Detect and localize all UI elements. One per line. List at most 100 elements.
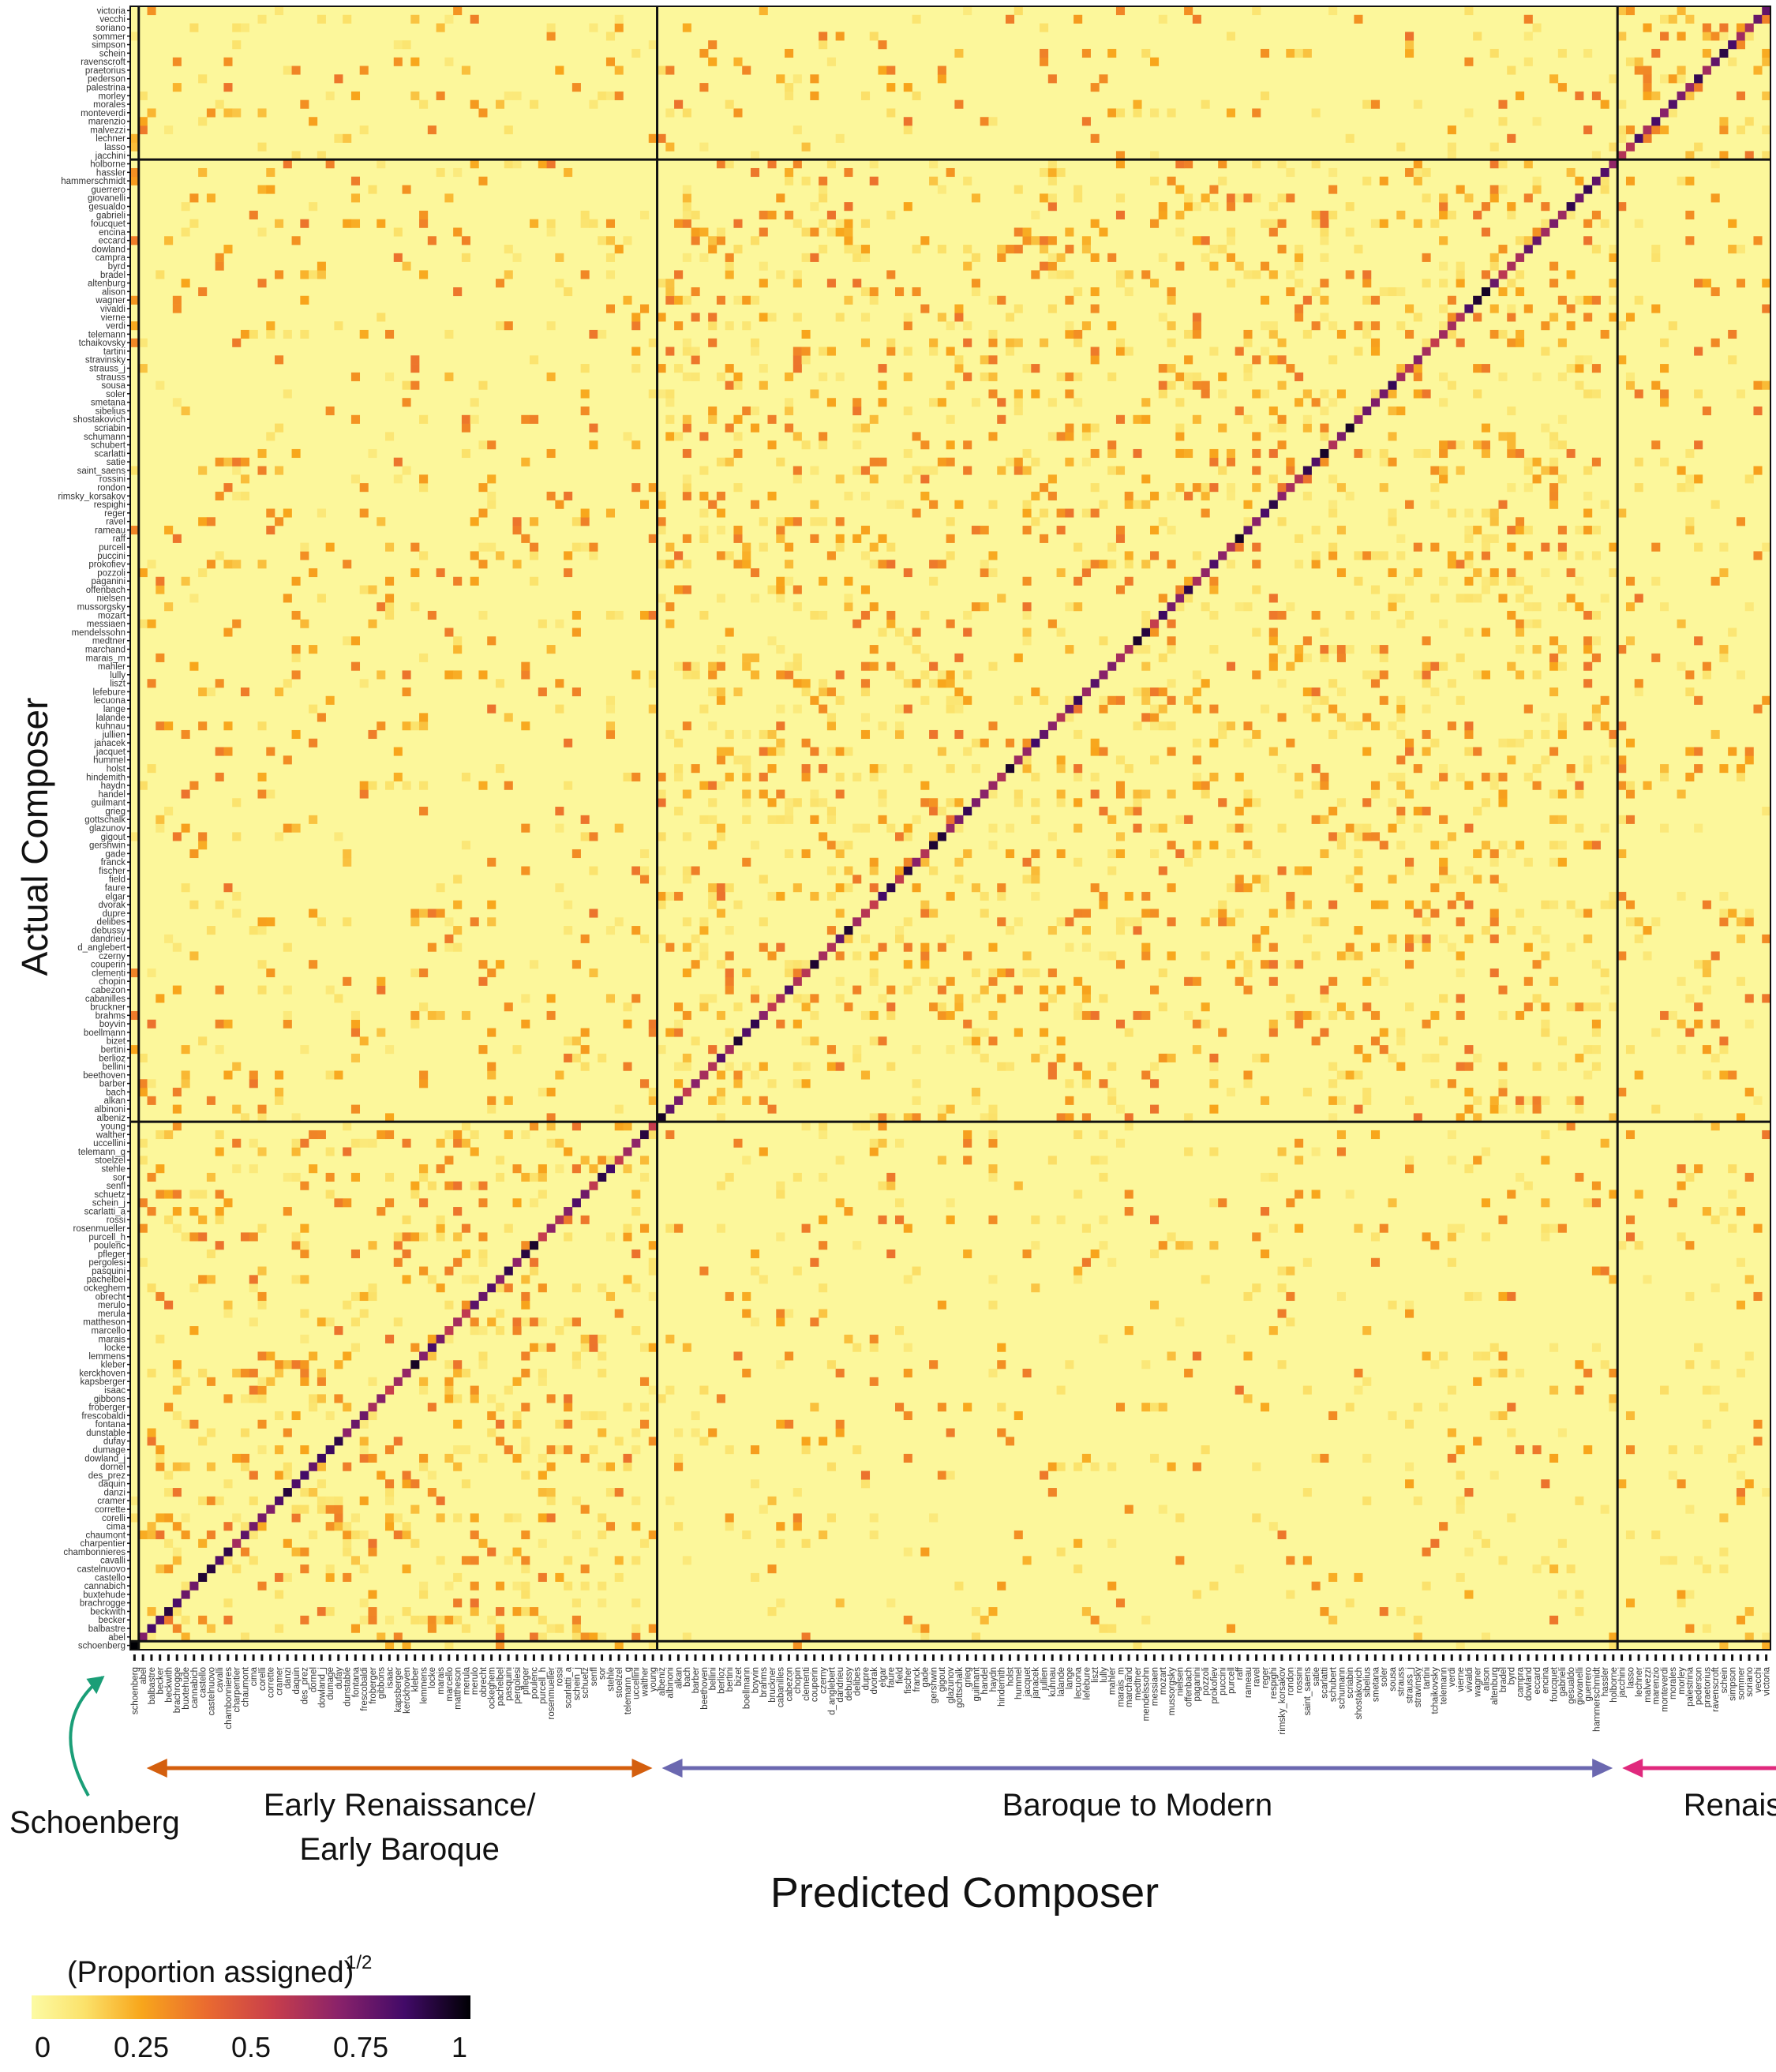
y-tick-label: gigout bbox=[101, 833, 126, 842]
heatmap-cell bbox=[742, 764, 751, 774]
heatmap-cell bbox=[198, 841, 208, 850]
heatmap-cell bbox=[1336, 951, 1346, 961]
heatmap-cell bbox=[377, 985, 386, 995]
heatmap-cell bbox=[946, 934, 955, 943]
x-tick-label: janacek bbox=[1032, 1667, 1041, 1699]
heatmap-cell bbox=[1481, 270, 1490, 279]
heatmap-cell bbox=[589, 551, 598, 560]
heatmap-cell bbox=[1302, 688, 1312, 697]
heatmap-cell bbox=[530, 1122, 539, 1131]
heatmap-cell bbox=[1728, 329, 1737, 339]
heatmap-cell bbox=[631, 994, 641, 1003]
heatmap-cell bbox=[1362, 295, 1372, 305]
heatmap-cell bbox=[1252, 483, 1261, 493]
heatmap-cell bbox=[971, 253, 980, 262]
heatmap-cell bbox=[1081, 1010, 1091, 1021]
heatmap-cell bbox=[206, 688, 215, 697]
heatmap-cell bbox=[1286, 1010, 1295, 1021]
heatmap-cell bbox=[801, 1062, 811, 1071]
y-tick-label: rosenmueller bbox=[73, 1224, 126, 1234]
x-tick bbox=[728, 1654, 731, 1661]
heatmap-cell bbox=[776, 747, 785, 756]
heatmap-cell bbox=[1456, 1496, 1465, 1505]
heatmap-cell bbox=[792, 474, 802, 484]
heatmap-cell bbox=[283, 823, 292, 833]
heatmap-cell bbox=[1515, 236, 1525, 245]
heatmap-cell bbox=[291, 670, 301, 680]
heatmap-cell bbox=[903, 704, 912, 714]
heatmap-cell bbox=[759, 6, 768, 16]
x-tick-label: jullien bbox=[1040, 1667, 1049, 1691]
heatmap-cell bbox=[1218, 798, 1227, 807]
heatmap-cell bbox=[172, 1088, 182, 1097]
heatmap-cell bbox=[1736, 764, 1745, 774]
heatmap-cell bbox=[350, 414, 361, 424]
heatmap-cell bbox=[1073, 1190, 1083, 1199]
heatmap-cell bbox=[1634, 1190, 1643, 1199]
heatmap-cell bbox=[1600, 99, 1609, 109]
heatmap-cell bbox=[1464, 1088, 1474, 1097]
heatmap-cell bbox=[682, 1632, 691, 1642]
heatmap-cell bbox=[155, 380, 165, 390]
x-tick-label: alison bbox=[1482, 1667, 1491, 1691]
heatmap-cell bbox=[1073, 372, 1083, 381]
heatmap-cell bbox=[1141, 942, 1151, 952]
heatmap-cell bbox=[470, 517, 479, 526]
heatmap-cell bbox=[300, 1564, 309, 1574]
heatmap-cell bbox=[266, 508, 275, 518]
heatmap-cell bbox=[1447, 1079, 1456, 1088]
y-tick-label: sor bbox=[113, 1173, 126, 1182]
heatmap-cell bbox=[1710, 500, 1720, 509]
heatmap-cell bbox=[1736, 40, 1745, 50]
heatmap-cell bbox=[937, 1300, 946, 1310]
heatmap-cell bbox=[1277, 338, 1287, 347]
heatmap-cell bbox=[1302, 653, 1312, 662]
heatmap-cell bbox=[801, 738, 811, 747]
x-tick-label: corrette bbox=[267, 1667, 276, 1698]
heatmap-cell bbox=[657, 789, 666, 799]
heatmap-cell bbox=[682, 372, 691, 381]
heatmap-cell bbox=[1549, 457, 1559, 466]
heatmap-cell bbox=[1167, 321, 1176, 331]
heatmap-cell bbox=[1532, 670, 1542, 680]
y-tick-label: dornel bbox=[100, 1463, 126, 1472]
heatmap-cell bbox=[1405, 1462, 1414, 1471]
heatmap-cell bbox=[699, 1437, 709, 1446]
x-tick-label: pachelbel bbox=[496, 1667, 505, 1706]
heatmap-cell bbox=[461, 1249, 470, 1259]
x-tick-label: pasquini bbox=[504, 1667, 514, 1701]
heatmap-cell bbox=[1515, 576, 1525, 586]
heatmap-cell bbox=[130, 167, 140, 178]
heatmap-cell bbox=[1702, 1564, 1711, 1574]
heatmap-cell bbox=[903, 917, 912, 927]
heatmap-cell bbox=[1167, 526, 1176, 535]
heatmap-cell bbox=[792, 279, 802, 288]
heatmap-cell bbox=[138, 126, 148, 135]
heatmap-cell bbox=[1583, 526, 1593, 535]
heatmap-cell bbox=[291, 1360, 301, 1369]
heatmap-cell bbox=[835, 951, 845, 961]
heatmap-cell bbox=[1583, 645, 1593, 654]
heatmap-cell bbox=[1320, 227, 1329, 237]
heatmap-cell bbox=[1753, 1419, 1763, 1429]
heatmap-cell bbox=[1515, 91, 1525, 100]
heatmap-cell bbox=[605, 57, 616, 66]
heatmap-cell bbox=[1744, 1479, 1754, 1489]
heatmap-cell bbox=[393, 1632, 403, 1642]
y-tick-label: chambonnieres bbox=[63, 1548, 126, 1557]
heatmap-cell bbox=[1031, 849, 1040, 859]
heatmap-cell bbox=[1209, 1198, 1219, 1208]
heatmap-cell bbox=[946, 764, 955, 774]
heatmap-cell bbox=[716, 755, 725, 765]
heatmap-cell bbox=[1617, 151, 1627, 160]
heatmap-cell bbox=[240, 23, 250, 32]
heatmap-cell bbox=[1209, 185, 1219, 194]
heatmap-cell bbox=[946, 1215, 955, 1224]
heatmap-cell bbox=[487, 1547, 496, 1557]
heatmap-cell bbox=[920, 900, 930, 909]
heatmap-cell bbox=[436, 1138, 445, 1148]
heatmap-cell bbox=[181, 1632, 190, 1642]
heatmap-cell bbox=[725, 1062, 734, 1071]
heatmap-cell bbox=[164, 126, 174, 135]
x-tick-label: locke bbox=[428, 1667, 437, 1688]
